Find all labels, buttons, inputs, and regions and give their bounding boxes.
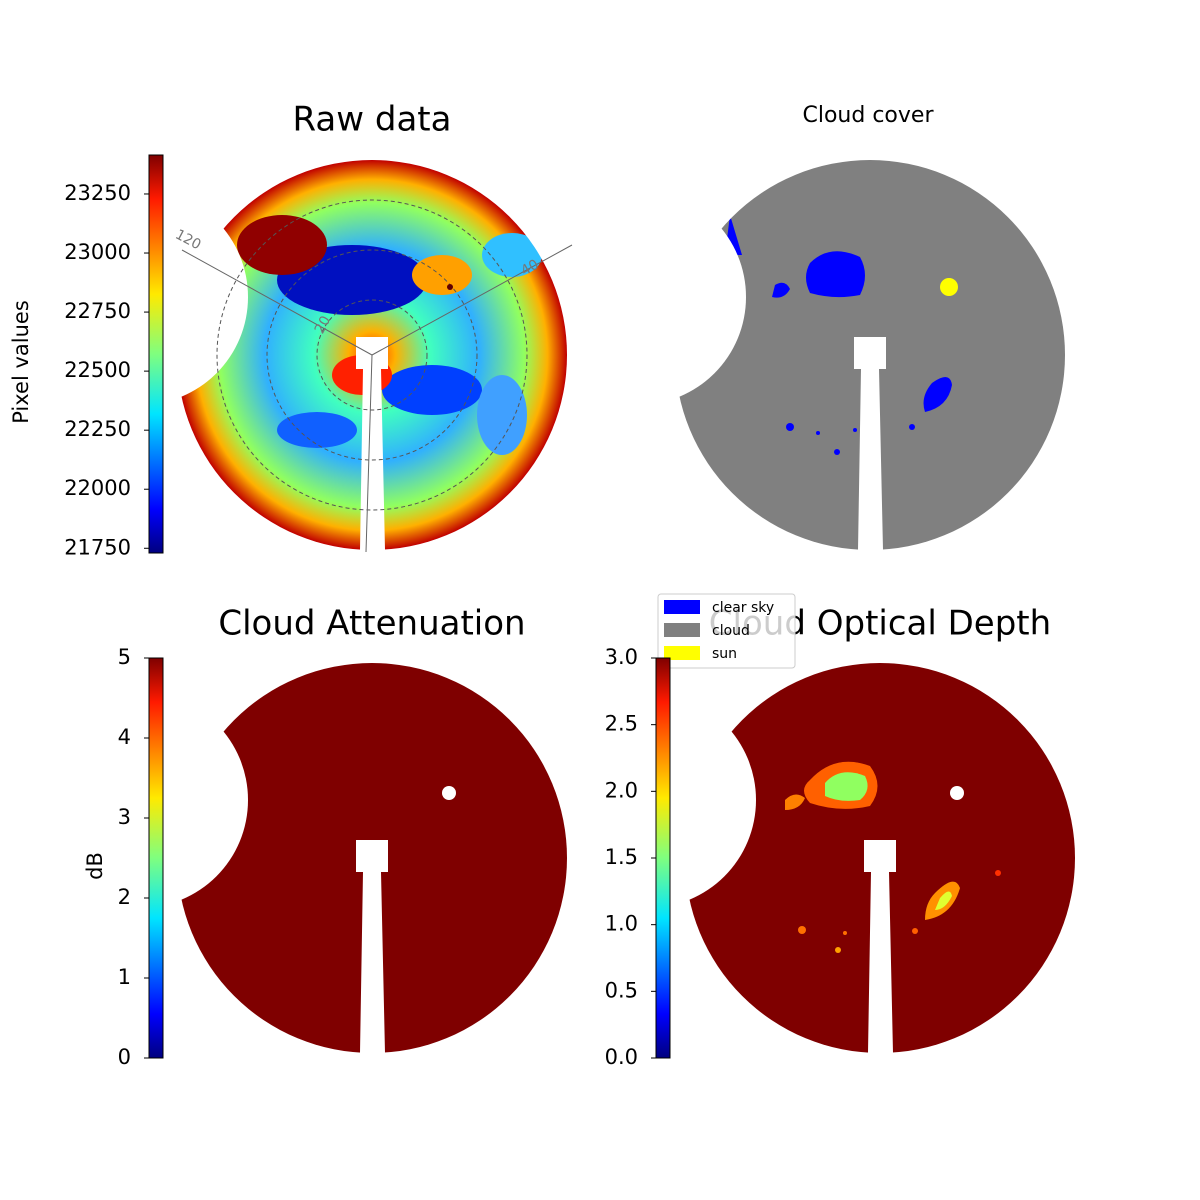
colorbar-label: Pixel values bbox=[9, 300, 33, 424]
colorbar-tick-label: 22250 bbox=[64, 417, 131, 441]
panel-title: Cloud Attenuation bbox=[218, 604, 525, 644]
colorbar-tick-label: 1.5 bbox=[605, 845, 638, 869]
colorbar-tick-label: 0 bbox=[118, 1045, 131, 1069]
colorbar-tick-label: 22000 bbox=[64, 476, 131, 500]
colorbar-tick-label: 2.0 bbox=[605, 778, 638, 802]
colorbar-tick-label: 4 bbox=[118, 725, 131, 749]
colorbar-tick-label: 0.0 bbox=[605, 1045, 638, 1069]
colorbar-tick-label: 22500 bbox=[64, 358, 131, 382]
colorbar-tick-label: 0.5 bbox=[605, 978, 638, 1002]
colorbar-tick-label: 1 bbox=[118, 965, 131, 989]
raw-image bbox=[172, 155, 573, 555]
colorbar-tick-label: 21750 bbox=[64, 535, 131, 559]
colorbar-tick-label: 23250 bbox=[64, 181, 131, 205]
colorbar-tick-label: 22750 bbox=[64, 299, 131, 323]
panel-title: Cloud cover bbox=[803, 103, 935, 128]
colorbar bbox=[655, 657, 671, 1059]
colorbar bbox=[148, 657, 164, 1059]
colorbar-tick-label: 3 bbox=[118, 805, 131, 829]
legend-swatch bbox=[664, 623, 700, 637]
legend-label: sun bbox=[712, 646, 737, 662]
colorbar bbox=[148, 154, 164, 554]
colorbar-label: dB bbox=[83, 852, 107, 880]
cloud-cover-image bbox=[670, 155, 1070, 555]
legend-swatch bbox=[664, 600, 700, 614]
legend-swatch bbox=[664, 646, 700, 660]
colorbar-tick-label: 2 bbox=[118, 885, 131, 909]
colorbar-tick-label: 23000 bbox=[64, 240, 131, 264]
polar-label: 40 bbox=[518, 257, 541, 280]
colorbar-tick-label: 3.0 bbox=[605, 645, 638, 669]
legend: clear sky cloud sun bbox=[657, 593, 796, 669]
optical-depth-image bbox=[680, 658, 1080, 1058]
panel-title: Raw data bbox=[293, 100, 452, 140]
colorbar-tick-label: 2.5 bbox=[605, 712, 638, 736]
attenuation-image bbox=[172, 658, 572, 1058]
colorbar-tick-label: 5 bbox=[118, 645, 131, 669]
legend-label: clear sky bbox=[712, 600, 774, 616]
polar-label: 20 bbox=[312, 313, 334, 336]
colorbar-tick-label: 1.0 bbox=[605, 912, 638, 936]
legend-label: cloud bbox=[712, 623, 750, 639]
